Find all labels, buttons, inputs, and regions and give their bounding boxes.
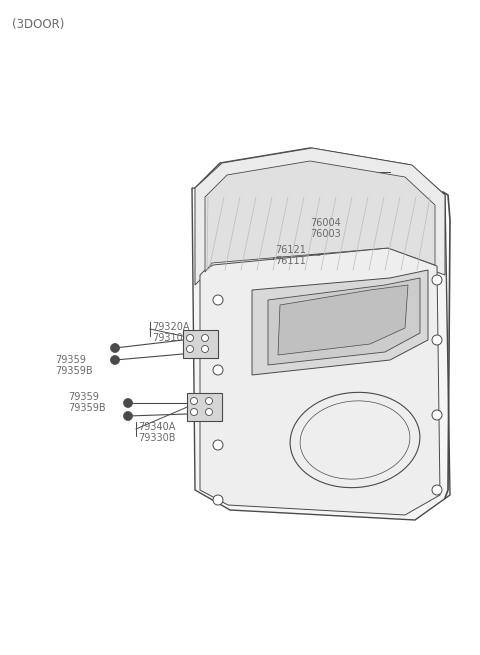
Text: 76121: 76121 <box>275 245 306 255</box>
Circle shape <box>191 409 197 415</box>
Circle shape <box>123 398 132 407</box>
Text: 79330B: 79330B <box>138 433 176 443</box>
Text: 76003: 76003 <box>310 229 341 239</box>
Circle shape <box>205 398 213 405</box>
Text: 79340A: 79340A <box>138 422 175 432</box>
Circle shape <box>213 295 223 305</box>
Circle shape <box>213 440 223 450</box>
Text: 79310C: 79310C <box>152 333 190 343</box>
Text: 76004: 76004 <box>310 218 341 228</box>
Text: 79359: 79359 <box>68 392 99 402</box>
Circle shape <box>213 365 223 375</box>
Polygon shape <box>200 248 440 515</box>
FancyBboxPatch shape <box>183 330 218 358</box>
Text: 79320A: 79320A <box>152 322 190 332</box>
Circle shape <box>187 335 193 341</box>
Text: (3DOOR): (3DOOR) <box>12 18 64 31</box>
Text: 79359B: 79359B <box>55 366 93 376</box>
Polygon shape <box>195 148 445 285</box>
Polygon shape <box>205 161 435 272</box>
Text: 76111: 76111 <box>275 256 306 266</box>
Circle shape <box>432 275 442 285</box>
Circle shape <box>110 356 120 364</box>
Circle shape <box>432 485 442 495</box>
Circle shape <box>432 410 442 420</box>
Circle shape <box>213 495 223 505</box>
Polygon shape <box>192 148 450 520</box>
Circle shape <box>187 345 193 352</box>
Circle shape <box>205 409 213 415</box>
FancyBboxPatch shape <box>187 393 222 421</box>
Circle shape <box>123 411 132 421</box>
Text: 79359: 79359 <box>55 355 86 365</box>
Circle shape <box>110 343 120 352</box>
Text: 79359B: 79359B <box>68 403 106 413</box>
Circle shape <box>202 335 208 341</box>
Circle shape <box>202 345 208 352</box>
Circle shape <box>191 398 197 405</box>
Polygon shape <box>252 270 428 375</box>
Circle shape <box>432 335 442 345</box>
Polygon shape <box>278 285 408 355</box>
Polygon shape <box>268 278 420 365</box>
